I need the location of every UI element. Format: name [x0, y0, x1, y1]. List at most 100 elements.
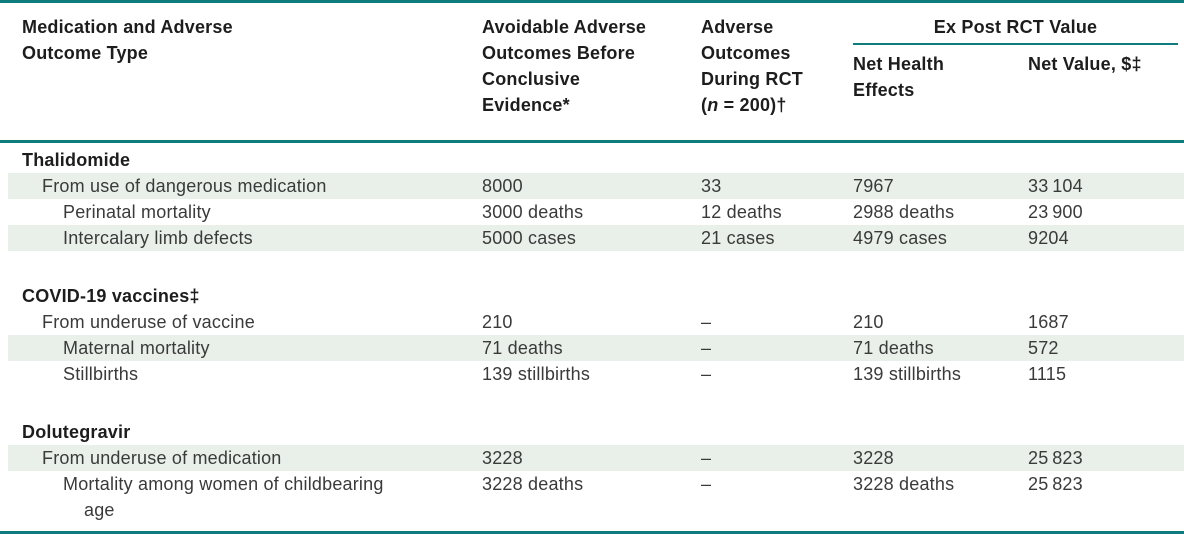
header-medication-label: Medication and Adverse Outcome Type	[22, 17, 233, 63]
section-gap-cell	[0, 387, 1184, 419]
cell-net-health-effects	[839, 147, 1014, 173]
cell-net-value	[1014, 147, 1184, 173]
cell-net-value: 25 823	[1028, 474, 1083, 494]
row-label-cell: Dolutegravir	[0, 419, 468, 445]
header-rct-outcomes: Adverse Outcomes During RCT (n = 200)†	[687, 3, 839, 143]
header-row-sub: Net Health Effects Net Value, $‡	[0, 45, 1184, 143]
cell-net-value: 1115	[1028, 364, 1067, 384]
cell-rct-outcomes: –	[701, 364, 712, 384]
table-row: Perinatal mortality 3000 deaths 12 death…	[0, 199, 1184, 225]
header-row-main: Medication and Adverse Outcome Type Avoi…	[0, 3, 1184, 143]
header-group-ex-post-rct-value: Ex Post RCT Value	[839, 3, 1184, 45]
table-row: From underuse of vaccine 210 – 210 1687	[0, 309, 1184, 335]
row-label: Mortality among women of childbearing ag…	[63, 474, 384, 520]
adverse-outcomes-table: Medication and Adverse Outcome Type Avoi…	[0, 3, 1184, 528]
row-label: Perinatal mortality	[63, 202, 211, 222]
row-label-cell: Thalidomide	[0, 147, 468, 173]
section-header-row: COVID-19 vaccines‡	[0, 283, 1184, 309]
cell-net-health-effects: 139 stillbirths	[853, 364, 962, 384]
header-group-label: Ex Post RCT Value	[933, 17, 1098, 37]
row-label: Intercalary limb defects	[63, 228, 253, 248]
row-label-cell: From underuse of medication	[0, 445, 468, 471]
row-label: Dolutegravir	[22, 422, 131, 442]
cell-avoidable-outcomes: 8000	[468, 173, 687, 199]
row-label-cell: From underuse of vaccine	[0, 309, 468, 335]
cell-net-health-effects: 4979 cases	[839, 225, 1014, 251]
header-net-value: Net Value, $‡	[1014, 45, 1184, 143]
table-row: From underuse of medication 3228 – 3228 …	[0, 445, 1184, 471]
cell-net-value: 25 823	[1014, 445, 1184, 471]
section-header-row: Thalidomide	[0, 147, 1184, 173]
section-gap	[0, 387, 1184, 419]
italic-n: n	[707, 95, 719, 115]
row-label: Thalidomide	[22, 150, 131, 170]
cell-net-health-effects	[839, 283, 1014, 309]
cell-avoidable-outcomes: 3228 deaths	[482, 474, 584, 494]
cell-avoidable-outcomes	[468, 283, 687, 309]
cell-net-health-effects: 71 deaths	[839, 335, 1014, 361]
header-net-health-effects: Net Health Effects	[839, 45, 1014, 143]
cell-net-health-effects: 3228	[839, 445, 1014, 471]
cell-rct-outcomes: 21 cases	[687, 225, 839, 251]
table-header: Medication and Adverse Outcome Type Avoi…	[0, 3, 1184, 143]
header-rct-label: Adverse Outcomes During RCT	[701, 17, 803, 89]
cell-net-value	[1014, 283, 1184, 309]
row-label-cell: COVID-19 vaccines‡	[0, 283, 468, 309]
cell-avoidable-outcomes: 3000 deaths	[482, 202, 584, 222]
row-label: From underuse of vaccine	[42, 312, 255, 332]
cell-avoidable-outcomes	[468, 147, 687, 173]
table-row: Stillbirths 139 stillbirths – 139 stillb…	[0, 361, 1184, 387]
row-label-cell: Maternal mortality	[0, 335, 468, 361]
header-avoidable-label: Avoidable Adverse Outcomes Before Conclu…	[482, 17, 647, 115]
table-row: Mortality among women of childbearing ag…	[0, 471, 1184, 523]
cell-rct-outcomes	[687, 419, 839, 445]
cell-rct-outcomes: –	[687, 335, 839, 361]
cell-avoidable-outcomes: 139 stillbirths	[482, 364, 591, 384]
header-net-health-label: Net Health Effects	[853, 54, 945, 100]
cell-rct-outcomes: 12 deaths	[701, 202, 782, 222]
section-header-row: Dolutegravir	[0, 419, 1184, 445]
cell-net-health-effects: 210	[853, 312, 884, 332]
cell-net-health-effects: 3228 deaths	[853, 474, 955, 494]
cell-rct-outcomes: –	[701, 474, 712, 494]
cell-rct-outcomes	[687, 147, 839, 173]
cell-net-value: 23 900	[1028, 202, 1083, 222]
cell-rct-outcomes: –	[687, 445, 839, 471]
cell-net-value: 33 104	[1014, 173, 1184, 199]
cell-net-health-effects: 7967	[839, 173, 1014, 199]
cell-net-value: 1687	[1028, 312, 1069, 332]
cell-net-value: 9204	[1014, 225, 1184, 251]
cell-net-value: 572	[1014, 335, 1184, 361]
header-medication-outcome-type: Medication and Adverse Outcome Type	[0, 3, 468, 143]
header-rct-sample-size: (n = 200)†	[701, 95, 787, 115]
table-row: Intercalary limb defects 5000 cases 21 c…	[0, 225, 1184, 251]
row-label-cell: Intercalary limb defects	[0, 225, 468, 251]
cell-net-health-effects: 2988 deaths	[853, 202, 955, 222]
cell-avoidable-outcomes: 210	[482, 312, 513, 332]
cell-avoidable-outcomes	[468, 419, 687, 445]
cell-avoidable-outcomes: 71 deaths	[468, 335, 687, 361]
table-row: Maternal mortality 71 deaths – 71 deaths…	[0, 335, 1184, 361]
row-label: COVID-19 vaccines‡	[22, 286, 200, 306]
row-label: From underuse of medication	[42, 448, 282, 468]
cell-net-health-effects	[839, 419, 1014, 445]
row-label: From use of dangerous medication	[42, 176, 327, 196]
table-row: From use of dangerous medication 8000 33…	[0, 173, 1184, 199]
cell-rct-outcomes	[687, 283, 839, 309]
row-label-cell: Perinatal mortality	[0, 199, 468, 225]
table-body: Thalidomide From use of dangerous medica…	[0, 141, 1184, 528]
cell-avoidable-outcomes: 5000 cases	[468, 225, 687, 251]
group-underline-rule	[853, 43, 1179, 45]
row-label: Stillbirths	[63, 364, 139, 384]
row-label-cell: Mortality among women of childbearing ag…	[0, 471, 468, 523]
cell-rct-outcomes: –	[701, 312, 712, 332]
section-gap	[0, 251, 1184, 283]
header-avoidable-outcomes: Avoidable Adverse Outcomes Before Conclu…	[468, 3, 687, 143]
cell-avoidable-outcomes: 3228	[468, 445, 687, 471]
row-label-cell: From use of dangerous medication	[0, 173, 468, 199]
section-gap-cell	[0, 251, 1184, 283]
row-label: Maternal mortality	[63, 338, 210, 358]
row-label-cell: Stillbirths	[0, 361, 468, 387]
header-net-value-label: Net Value, $‡	[1028, 54, 1142, 74]
